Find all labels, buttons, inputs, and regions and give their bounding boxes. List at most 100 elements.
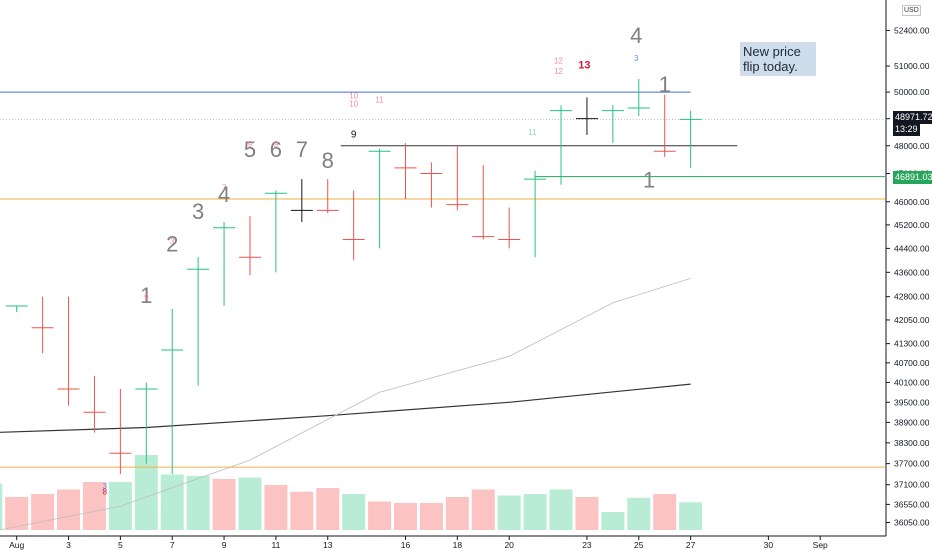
sequential-count-label: 7 (296, 137, 308, 162)
candle (238, 216, 261, 276)
sequential-count-label: 5 (244, 137, 256, 162)
price-tick-label: 46000.00 (894, 197, 930, 207)
candle (575, 97, 598, 135)
candle (420, 162, 443, 208)
candle (394, 143, 417, 199)
price-tick-label: 36050.00 (894, 518, 930, 528)
volume-bar (0, 483, 3, 530)
volume-bar (549, 489, 573, 530)
candle (627, 79, 650, 116)
volume-bar (368, 501, 392, 530)
candle (109, 389, 132, 475)
price-tick-label: 42800.00 (894, 292, 930, 302)
annotation-note[interactable]: New price flip today. (740, 42, 816, 76)
annotation-line-2: flip today. (743, 59, 798, 74)
time-tick-label: 3 (66, 540, 71, 550)
volume-bar (160, 474, 184, 530)
price-tick-label: 41300.00 (894, 339, 930, 349)
annotation-line-1: New price (743, 44, 801, 59)
time-tick-label: 7 (170, 540, 175, 550)
sequential-count-label: 4 (218, 182, 230, 207)
price-tick-label: 38300.00 (894, 438, 930, 448)
volume-bar (212, 479, 236, 530)
candle (161, 309, 184, 475)
bar-countdown-tag: 13:29 (893, 123, 920, 137)
candle (472, 165, 495, 240)
support-price-tag: 46891.03 (893, 170, 932, 184)
price-tick-label: 39500.00 (894, 397, 930, 407)
price-tick-label: 38900.00 (894, 417, 930, 427)
price-tick-label: 37100.00 (894, 480, 930, 490)
candle (135, 382, 158, 464)
volume-bar (238, 477, 262, 530)
candle (550, 105, 573, 185)
candle (264, 190, 287, 273)
sequential-count-label: 1 (140, 283, 152, 308)
currency-label[interactable]: USD (902, 5, 921, 16)
price-tick-label: 43600.00 (894, 267, 930, 277)
setup-count-label: 12 (554, 67, 563, 76)
price-tick-label: 40100.00 (894, 377, 930, 387)
moving-average-line (0, 278, 691, 531)
volume-bar (186, 476, 210, 530)
price-tick-label: 51000.00 (894, 61, 930, 71)
setup-count-label: 9 (248, 140, 253, 149)
sequential-count-label: 3 (192, 199, 204, 224)
setup-count-label: 9 (144, 293, 149, 302)
volume-bar (679, 502, 703, 530)
last-price-value: 48971.72 (895, 112, 932, 123)
candle (83, 375, 106, 433)
sequential-count-label: 2 (166, 231, 178, 256)
volume-bar (31, 494, 55, 530)
volume-bar (627, 497, 651, 530)
candle (653, 94, 676, 157)
volume-bar (601, 512, 625, 530)
price-tick-label: 37700.00 (894, 459, 930, 469)
volume-bar (342, 494, 366, 530)
sequential-count-label: 6 (270, 137, 282, 162)
setup-count-label: 3 (170, 237, 175, 246)
volume-bar (471, 489, 495, 530)
volume-bar (394, 503, 417, 530)
volume-bar (264, 485, 288, 530)
candle (5, 305, 28, 313)
setup-count-label: 9 (274, 140, 279, 149)
last-price-tag: 48971.72 (893, 111, 932, 125)
price-tick-label: 44400.00 (894, 243, 930, 253)
time-tick-label: 13 (323, 540, 333, 550)
candle (446, 145, 469, 211)
time-tick-label: 11 (271, 540, 280, 550)
candle (679, 110, 702, 168)
time-tick-label: Sep (813, 540, 828, 550)
candle (498, 207, 521, 249)
setup-count-label: 12 (554, 56, 563, 65)
volume-bar (82, 482, 106, 530)
price-tick-label: 45200.00 (894, 220, 930, 230)
candle (213, 221, 236, 306)
candle (57, 296, 80, 406)
sequential-count-label: 4 (630, 23, 642, 48)
volume-bar (445, 497, 469, 530)
sequential-count-label: 1 (643, 168, 655, 193)
setup-count-label: 3 (634, 54, 639, 63)
setup-count-label: 8 (103, 488, 108, 497)
volume-bar (653, 494, 677, 530)
time-tick-label: Aug (9, 540, 24, 550)
price-tick-label: 52400.00 (894, 25, 930, 35)
time-tick-label: 23 (582, 540, 592, 550)
volume-bar (497, 495, 521, 530)
volume-bar (134, 455, 158, 530)
moving-average-line (0, 383, 691, 433)
time-tick-label: 20 (504, 540, 514, 550)
candle (316, 179, 339, 214)
volume-bar (290, 491, 314, 530)
setup-count-label: 7 (222, 183, 227, 192)
time-tick-label: 9 (222, 540, 227, 550)
volume-bar (419, 503, 443, 530)
price-tick-label: 42050.00 (894, 315, 930, 325)
support-price-value: 46891.03 (895, 171, 932, 182)
candle (342, 190, 365, 261)
volume-bar (575, 497, 599, 530)
price-tick-label: 40700.00 (894, 358, 930, 368)
